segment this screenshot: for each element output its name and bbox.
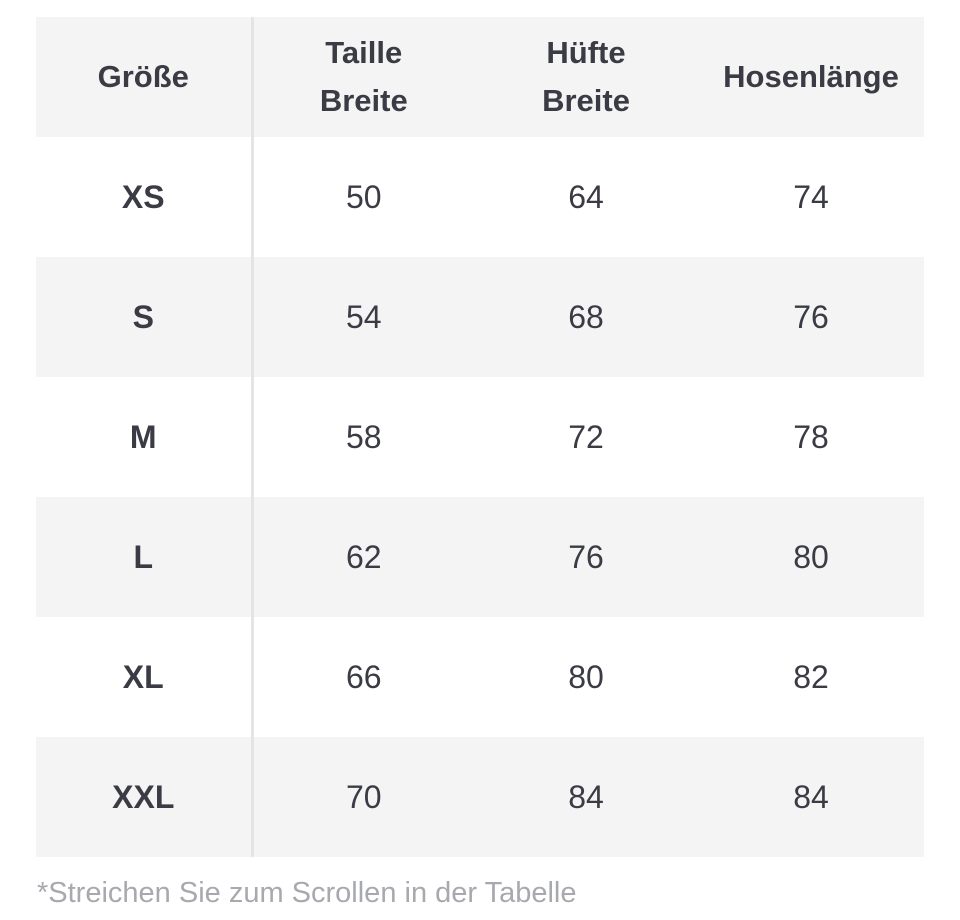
waist-cell: 66 bbox=[345, 658, 382, 695]
length-cell: 82 bbox=[793, 658, 829, 695]
waist-cell: 58 bbox=[345, 418, 382, 455]
table-header: Größe Taille Breite Hüfte Breite Hosenlä… bbox=[36, 17, 924, 137]
table-body: XS 50 64 74 S 54 68 76 M 58 72 78 L 62 7… bbox=[36, 137, 924, 857]
size-cell: S bbox=[36, 257, 254, 377]
header-length-label: Hosenlänge bbox=[723, 59, 899, 94]
waist-cell: 54 bbox=[252, 257, 474, 377]
header-row: Größe Taille Breite Hüfte Breite Hosenlä… bbox=[36, 17, 924, 137]
header-waist-line1: Taille bbox=[325, 35, 403, 70]
table-row: XL 66 80 82 bbox=[36, 617, 924, 737]
length-cell: 84 bbox=[698, 737, 924, 857]
hip-cell: 64 bbox=[568, 178, 604, 215]
length-cell: 78 bbox=[793, 418, 829, 455]
hip-cell: 76 bbox=[474, 497, 698, 617]
hip-cell: 80 bbox=[568, 658, 604, 695]
hip-cell: 68 bbox=[474, 257, 698, 377]
table-row: L 62 76 80 bbox=[36, 497, 924, 617]
waist-cell: 62 bbox=[252, 497, 474, 617]
table-row: S 54 68 76 bbox=[36, 257, 924, 377]
waist-cell: 50 bbox=[345, 178, 382, 215]
size-cell: XS bbox=[36, 137, 254, 257]
size-cell: XL bbox=[36, 617, 254, 737]
length-cell: 76 bbox=[698, 257, 924, 377]
size-cell: L bbox=[36, 497, 254, 617]
scroll-hint-footnote: *Streichen Sie zum Scrollen in der Tabel… bbox=[37, 877, 577, 909]
header-hip-width: Hüfte Breite bbox=[474, 17, 698, 137]
header-size-label: Größe bbox=[97, 59, 189, 94]
hip-cell: 72 bbox=[568, 418, 604, 455]
length-cell: 74 bbox=[793, 178, 829, 215]
size-cell: XXL bbox=[36, 737, 254, 857]
waist-cell: 70 bbox=[252, 737, 474, 857]
header-waist-width: Taille Breite bbox=[252, 17, 474, 137]
size-chart-table[interactable]: Größe Taille Breite Hüfte Breite Hosenlä… bbox=[36, 17, 924, 857]
table-row: M 58 72 78 bbox=[36, 377, 924, 497]
table-row: XS 50 64 74 bbox=[36, 137, 924, 257]
hip-cell: 84 bbox=[474, 737, 698, 857]
header-waist-line2: Breite bbox=[319, 83, 408, 118]
length-cell: 80 bbox=[698, 497, 924, 617]
size-cell: M bbox=[36, 377, 254, 497]
table-row: XXL 70 84 84 bbox=[36, 737, 924, 857]
header-hip-line2: Breite bbox=[542, 83, 630, 118]
header-hip-line1: Hüfte bbox=[546, 35, 626, 70]
header-trouser-length: Hosenlänge bbox=[698, 17, 924, 137]
header-size: Größe bbox=[36, 17, 254, 137]
